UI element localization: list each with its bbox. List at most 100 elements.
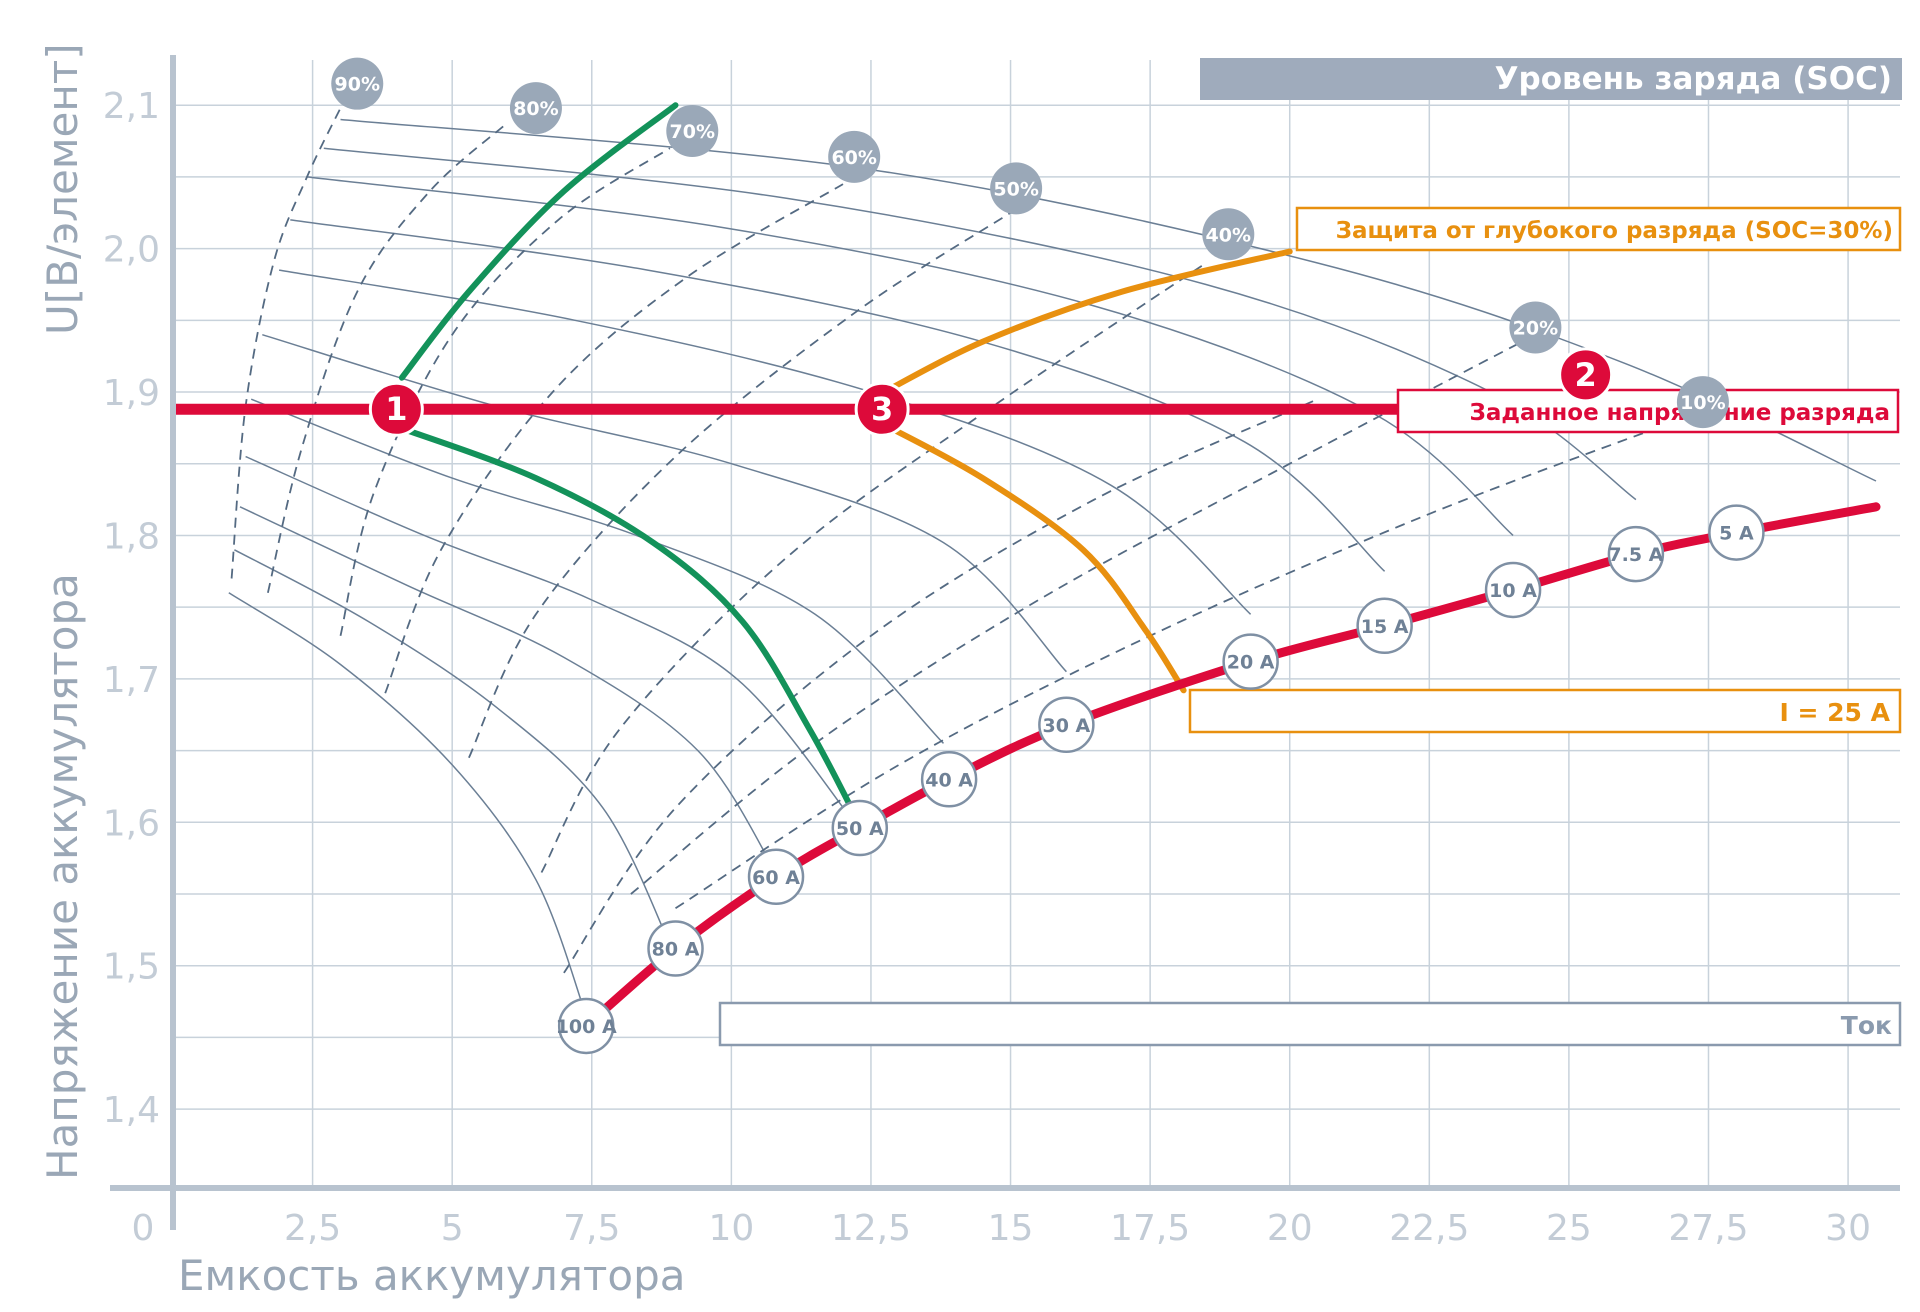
soc-badge-circle	[1202, 208, 1255, 261]
current-badges: 100 A 80 A 60 A 50 A 40 A 30 A 20 A 15 A 10 A 7.5…	[556, 504, 1765, 1055]
soc-badge-label: 10%	[1680, 392, 1725, 414]
current-badge: 30 A	[1038, 696, 1095, 754]
soc-badge: 40%	[1202, 208, 1255, 261]
x-tick-labels: 0 2,5 5 7,5 10 12,5 15 17,5 20 22,5 25 27,5 30	[132, 1208, 1871, 1249]
cutoff-curve	[581, 502, 1881, 1031]
soc-badge: 10%	[1676, 376, 1729, 429]
soc-badge-circle	[509, 82, 562, 135]
cutoff-curve-group	[581, 502, 1881, 1031]
current-badge-label: 5 A	[1719, 523, 1754, 545]
x-tick-label: 25	[1546, 1208, 1592, 1249]
current-badge-label: 10 A	[1489, 580, 1537, 602]
current-badge-label: 30 A	[1042, 715, 1090, 737]
current-label-box	[718, 1001, 1902, 1047]
x-tick-label: 22,5	[1389, 1208, 1469, 1249]
current-badge-circle	[1222, 633, 1279, 690]
current-badge: 80 A	[647, 920, 704, 977]
soc-badge-circle	[990, 162, 1043, 215]
current-badge-circle	[1607, 525, 1665, 583]
discharge-curve	[262, 333, 1067, 673]
soc-label: Уровень заряда (SOC)	[1200, 58, 1902, 100]
discharge-curve	[234, 549, 671, 945]
soc-curve	[230, 107, 342, 579]
current-badge-circle	[831, 799, 889, 857]
x-tick-label: 30	[1825, 1208, 1871, 1249]
x-tick-label: 7,5	[563, 1208, 620, 1249]
current-25-label-text: I = 25 A	[1780, 698, 1891, 727]
current-badge-label: 100 A	[556, 1016, 617, 1038]
y-tick-label: 1,4	[103, 1090, 160, 1131]
current-badge-circle	[1038, 696, 1095, 754]
marker-label: 3	[871, 390, 893, 428]
soc-badge-label: 70%	[670, 121, 715, 143]
deep-discharge-label-text: Защита от глубокого разряда (SOC=30%)	[1336, 218, 1893, 244]
current-25-label: I = 25 A	[1188, 688, 1902, 734]
soc-badge-label: 80%	[513, 98, 558, 120]
current-badge-label: 60 A	[752, 867, 800, 889]
y-tick-label: 2,1	[103, 86, 160, 127]
x-tick-label: 5	[441, 1208, 464, 1249]
x-tick-label: 20	[1267, 1208, 1313, 1249]
current-badge-circle	[647, 920, 704, 977]
y-tick-label: 1,8	[103, 516, 160, 557]
axes	[110, 55, 1900, 1230]
y-tick-label: 1,5	[103, 947, 160, 988]
y-axis-title-bottom: Напряжение аккумулятора	[38, 573, 87, 1180]
markers: 1 2 3	[368, 347, 1614, 437]
soc-badge-circle	[1676, 376, 1729, 429]
soc-badge-label: 40%	[1206, 224, 1251, 246]
soc-curve	[630, 333, 1536, 895]
current-badge-label: 7.5 A	[1608, 544, 1663, 566]
soc-badge-circle	[666, 105, 719, 158]
current-badge-label: 20 A	[1227, 652, 1275, 674]
highlight-curve-green	[398, 102, 679, 381]
marker-2: 2	[1558, 347, 1614, 403]
soc-badge: 70%	[666, 105, 719, 158]
soc-badge: 20%	[1509, 301, 1562, 354]
current-badge: 100 A	[556, 997, 617, 1055]
discharge-curve	[250, 398, 945, 744]
soc-curve	[540, 262, 1207, 873]
current-badge: 20 A	[1222, 633, 1279, 690]
soc-badge-circle	[331, 57, 384, 110]
discharge-curve	[228, 592, 587, 1017]
current-badge-circle	[920, 751, 978, 808]
soc-badge-label: 20%	[1513, 317, 1558, 339]
current-label: Ток	[718, 1001, 1902, 1047]
current-badge-label: 80 A	[652, 938, 700, 960]
y-tick-label: 1,6	[103, 803, 160, 844]
current-badge-circle	[1356, 597, 1413, 655]
soc-curve	[267, 121, 509, 594]
soc-curve	[339, 147, 671, 637]
soc-badge: 50%	[990, 162, 1043, 215]
y-tick-label: 1,9	[103, 373, 160, 414]
marker-label: 1	[385, 390, 407, 428]
set-voltage-label-box	[1396, 388, 1900, 434]
highlight-curve-orange-soc30	[868, 248, 1293, 403]
soc-badge-label: 50%	[993, 178, 1038, 200]
current-badge: 7.5 A	[1607, 525, 1665, 583]
current-badge-label: 50 A	[836, 818, 884, 840]
soc-curve	[563, 398, 1318, 974]
y-tick-labels: 1,4 1,5 1,6 1,7 1,8 1,9 2,0 2,1	[103, 86, 160, 1131]
soc-badge: 80%	[509, 82, 562, 135]
soc-badges: 90% 80% 70% 60% 50% 40% 20% 10%	[331, 57, 1729, 429]
current-badge: 50 A	[831, 799, 889, 857]
current-badge: 15 A	[1356, 597, 1413, 655]
current-badge: 40 A	[920, 751, 978, 808]
x-tick-label: 27,5	[1668, 1208, 1748, 1249]
discharge-curve	[290, 219, 1386, 572]
x-tick-label: 10	[708, 1208, 754, 1249]
y-axis-title-top: U[В/элемент]	[38, 43, 87, 335]
x-axis-title: Емкость аккумулятора	[178, 1251, 686, 1300]
current-label-text: Ток	[1841, 1011, 1892, 1040]
marker-circle	[854, 381, 910, 437]
highlight-curves	[393, 102, 1293, 817]
x-tick-label: 12,5	[831, 1208, 911, 1249]
current-badge-circle	[1484, 561, 1542, 619]
soc-curve	[384, 183, 844, 694]
soc-badge-label: 60%	[831, 147, 876, 169]
current-badge: 10 A	[1484, 561, 1542, 619]
x-tick-label: 2,5	[284, 1208, 341, 1249]
current-badge-label: 15 A	[1361, 616, 1409, 638]
